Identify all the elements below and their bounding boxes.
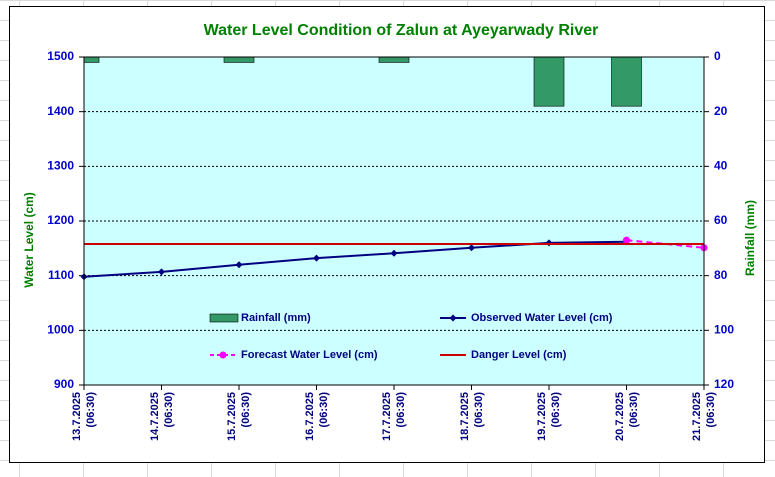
legend-label: Danger Level (cm) [471,349,567,361]
y2-tick-label: 100 [714,323,734,337]
plot-border [83,56,705,386]
y-tick-label: 1100 [48,268,74,282]
legend-label: Observed Water Level (cm) [471,312,613,324]
y2-axis-label: Rainfall (mm) [743,200,757,276]
y-tick-label: 900 [54,377,74,391]
y-tick-label: 1300 [47,159,74,173]
x-tick-label: 16.7.2025 (06:30) [303,392,330,441]
legend-label: Forecast Water Level (cm) [241,349,378,361]
circle-marker [219,351,227,359]
series-line [626,239,705,249]
x-tick-label: 14.7.2025 (06:30) [148,392,175,441]
y2-tick-label: 20 [714,104,728,118]
y2-tick-label: 80 [714,268,728,282]
x-tick-label: 17.7.2025 (06:30) [381,392,407,441]
legend-swatch [209,313,239,323]
y2-tick-label: 60 [714,213,728,227]
x-tick-label: 20.7.2025 (06:30) [613,392,640,441]
diamond-marker [158,268,165,276]
x-tick-label: 18.7.2025 (06:30) [458,392,485,441]
x-tick-label: 15.7.2025 (06:30) [226,392,252,441]
x-tick-label: 21.7.2025 (06:30) [691,392,717,441]
y-tick-label: 1500 [47,49,74,63]
y-tick-label: 1400 [47,104,74,118]
y2-tick-label: 0 [714,49,721,63]
y-tick-label: 1200 [47,213,74,227]
y2-tick-label: 40 [714,159,728,173]
y-axis-label: Water Level (cm) [22,192,36,288]
legend-label: Rainfall (mm) [241,312,311,324]
circle-marker [623,236,630,244]
diamond-marker [449,314,457,322]
rain-bar [611,57,642,107]
rain-bar [533,57,565,107]
x-tick-label: 19.7.2025 (06:30) [536,392,562,441]
diamond-marker [390,249,398,257]
plot-content [84,57,642,107]
diamond-marker [313,254,320,262]
diamond-marker [468,244,475,252]
y-tick-label: 1000 [47,323,74,337]
x-tick-label: 13.7.2025 (06:30) [71,392,97,441]
rain-bar [378,57,410,63]
diamond-marker [235,261,243,269]
chart-title: Water Level Condition of Zalun at Ayeyar… [204,22,599,39]
y2-tick-label: 120 [714,377,734,391]
rain-bar [223,57,255,63]
rain-bar [84,57,100,63]
